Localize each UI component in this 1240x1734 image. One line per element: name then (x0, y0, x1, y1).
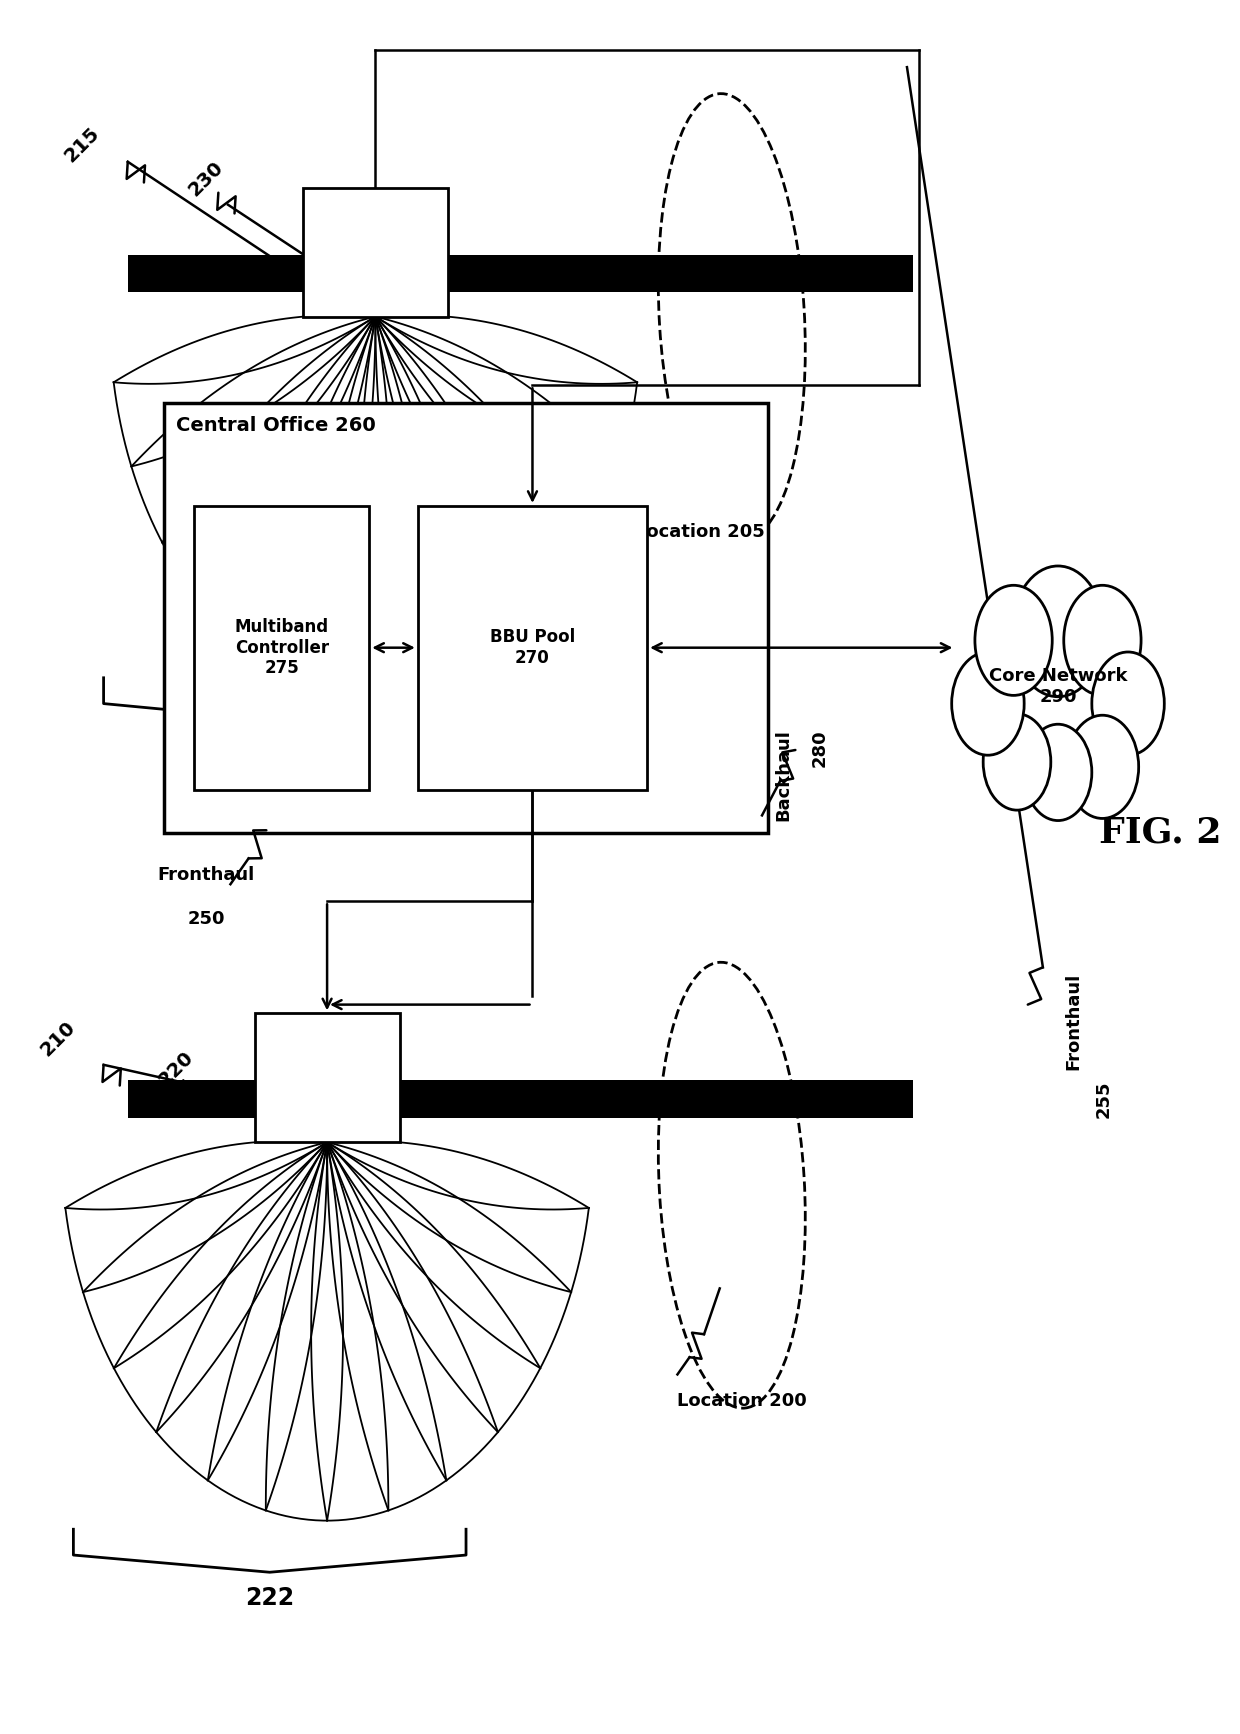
Text: Backhaul: Backhaul (774, 730, 792, 822)
Bar (128, 1080, 913, 1118)
Ellipse shape (966, 595, 1151, 813)
Ellipse shape (1012, 565, 1104, 697)
Text: 280: 280 (810, 730, 828, 766)
Text: 210: 210 (37, 1018, 79, 1059)
Bar (418, 506, 647, 789)
Text: 220: 220 (155, 1047, 197, 1089)
Bar (164, 402, 768, 832)
Text: 232: 232 (260, 735, 310, 758)
Ellipse shape (975, 586, 1053, 695)
Ellipse shape (951, 652, 1024, 756)
Ellipse shape (658, 94, 805, 539)
Bar (128, 255, 913, 293)
Text: 222: 222 (246, 1587, 294, 1609)
Ellipse shape (1066, 714, 1138, 818)
Text: Core Network
290: Core Network 290 (988, 668, 1127, 706)
Ellipse shape (658, 962, 805, 1408)
Text: Fronthaul: Fronthaul (157, 867, 255, 884)
Text: 255: 255 (1094, 1080, 1112, 1118)
Text: Central Office 260: Central Office 260 (176, 416, 376, 435)
Bar (195, 506, 370, 789)
Ellipse shape (1024, 725, 1092, 820)
Ellipse shape (1064, 586, 1141, 695)
Ellipse shape (1092, 652, 1164, 756)
Text: 250: 250 (187, 910, 224, 928)
Text: 230: 230 (185, 158, 227, 199)
Text: BBU Pool
270: BBU Pool 270 (490, 628, 575, 668)
Text: FIG. 2: FIG. 2 (1100, 815, 1221, 850)
Bar (254, 1013, 399, 1143)
Text: 215: 215 (61, 123, 104, 166)
Text: Location 200: Location 200 (677, 1392, 807, 1410)
Ellipse shape (983, 714, 1050, 810)
Bar (303, 187, 448, 317)
Text: Multiband
Controller
275: Multiband Controller 275 (234, 617, 329, 678)
Text: Fronthaul: Fronthaul (1064, 973, 1083, 1070)
Text: Location 205: Location 205 (635, 524, 765, 541)
